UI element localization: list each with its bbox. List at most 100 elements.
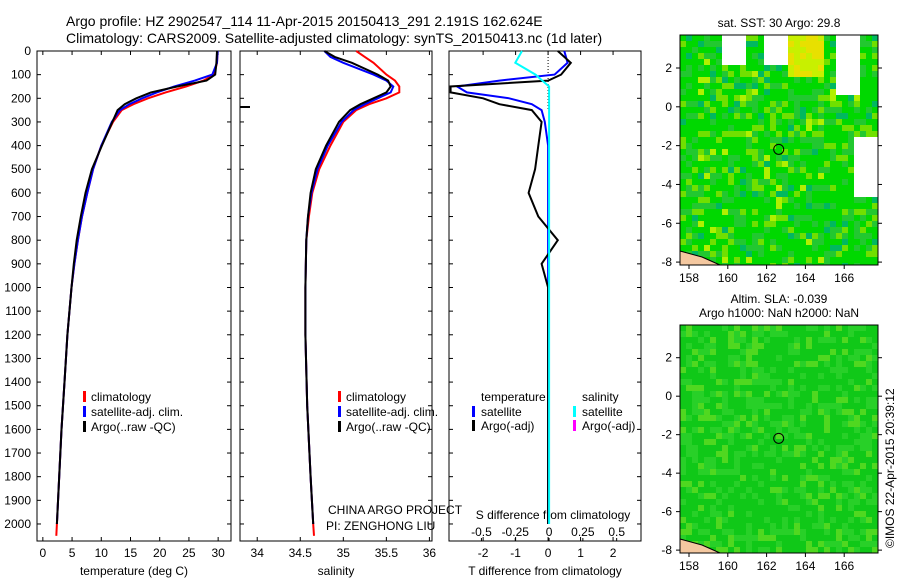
map-cell xyxy=(746,421,752,427)
map-cell xyxy=(866,251,872,257)
map-cell xyxy=(752,487,758,493)
map-cell xyxy=(818,523,824,529)
map-cell xyxy=(806,361,812,367)
map-cell xyxy=(698,179,704,185)
map-cell xyxy=(746,221,752,227)
map-cell xyxy=(788,77,794,83)
map-cell xyxy=(758,523,764,529)
map-cell xyxy=(824,469,830,475)
map-cell xyxy=(716,179,722,185)
map-cell xyxy=(764,529,770,535)
map-cell xyxy=(758,173,764,179)
map-cell xyxy=(848,131,854,137)
map-cell xyxy=(806,95,812,101)
map-cell xyxy=(710,439,716,445)
map-cell xyxy=(788,131,794,137)
map-cell xyxy=(872,263,878,265)
map-cell xyxy=(704,445,710,451)
map-cell xyxy=(830,113,836,119)
map-cell xyxy=(686,89,692,95)
map-cell xyxy=(812,83,818,89)
map-cell xyxy=(764,113,770,119)
map-cell xyxy=(686,361,692,367)
map-cell xyxy=(776,523,782,529)
y-tick-label: 1500 xyxy=(4,399,31,413)
map-cell xyxy=(854,325,860,331)
map-cell xyxy=(866,35,872,41)
map-cell xyxy=(794,331,800,337)
map-cell xyxy=(722,505,728,511)
map-cell xyxy=(788,137,794,143)
map-cell xyxy=(716,239,722,245)
map-cell xyxy=(686,415,692,421)
map-cell xyxy=(794,71,800,77)
map-cell xyxy=(794,379,800,385)
map-cell xyxy=(860,397,866,403)
map-cell xyxy=(830,367,836,373)
map-cell xyxy=(740,517,746,523)
map-cell xyxy=(698,379,704,385)
map-cell xyxy=(734,499,740,505)
map-cell xyxy=(710,83,716,89)
map-cell xyxy=(848,361,854,367)
map-cell xyxy=(812,65,818,71)
map-cell xyxy=(752,391,758,397)
map-cell xyxy=(746,415,752,421)
map-cell xyxy=(728,523,734,529)
map-cell xyxy=(836,499,842,505)
map-cell xyxy=(770,337,776,343)
map-cell xyxy=(836,95,842,101)
map-cell xyxy=(758,493,764,499)
map-cell xyxy=(728,325,734,331)
map-cell xyxy=(764,71,770,77)
map-cell xyxy=(740,65,746,71)
map-cell xyxy=(686,367,692,373)
map-cell xyxy=(842,403,848,409)
map-cell xyxy=(770,433,776,439)
map-cell xyxy=(716,89,722,95)
map-cell xyxy=(866,343,872,349)
map-cell xyxy=(686,209,692,215)
map-cell xyxy=(794,427,800,433)
map-cell xyxy=(716,529,722,535)
map-cell xyxy=(710,427,716,433)
map-cell xyxy=(830,179,836,185)
map-cell xyxy=(776,101,782,107)
map-cell xyxy=(854,203,860,209)
map-cell xyxy=(818,65,824,71)
map-cell xyxy=(776,349,782,355)
map-cell xyxy=(824,203,830,209)
map-cell xyxy=(842,95,848,101)
map-cell xyxy=(872,349,878,355)
map-cell xyxy=(860,227,866,233)
map-cell xyxy=(830,433,836,439)
map-cell xyxy=(836,325,842,331)
map-cell xyxy=(848,179,854,185)
map-cell xyxy=(728,457,734,463)
map-cell xyxy=(776,215,782,221)
map-cell xyxy=(752,475,758,481)
map-cell xyxy=(872,233,878,239)
x-tick-label: 2 xyxy=(610,546,617,560)
map-cell xyxy=(800,445,806,451)
map-cell xyxy=(776,65,782,71)
map-cell xyxy=(872,475,878,481)
map-cell xyxy=(692,119,698,125)
map-cell xyxy=(854,457,860,463)
map-cell xyxy=(764,493,770,499)
map-cell xyxy=(698,233,704,239)
panel-1: 0100200300400500600700800900100011001200… xyxy=(4,44,232,578)
map-cell xyxy=(860,385,866,391)
map-cell xyxy=(824,263,830,265)
map-cell xyxy=(686,173,692,179)
map-cell xyxy=(848,173,854,179)
map-cell xyxy=(824,155,830,161)
map-cell xyxy=(782,209,788,215)
lon-tick-label: 166 xyxy=(834,271,854,285)
map-cell xyxy=(788,439,794,445)
map-cell xyxy=(746,487,752,493)
map-cell xyxy=(854,505,860,511)
map-cell xyxy=(860,263,866,265)
map-cell xyxy=(746,475,752,481)
map-cell xyxy=(800,451,806,457)
